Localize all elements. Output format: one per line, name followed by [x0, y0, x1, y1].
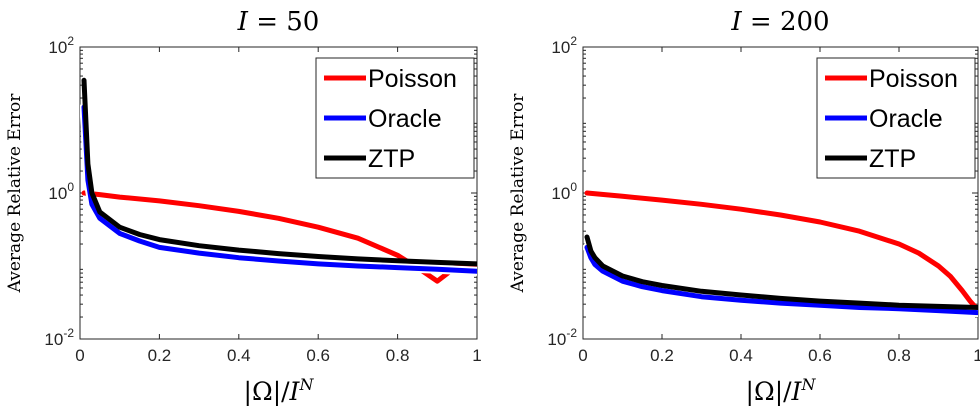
legend-label-poisson: Poisson — [368, 65, 457, 93]
series-line-poisson — [81, 190, 477, 284]
y-tick-label: 100 — [551, 180, 577, 203]
chart-title: I = 200 — [730, 7, 829, 37]
x-tick-label: 1 — [973, 346, 980, 365]
y-tick-label: 10-2 — [547, 326, 577, 349]
legend-label-oracle: Oracle — [368, 105, 442, 133]
legend-label-poisson: Poisson — [869, 65, 958, 93]
y-tick-label: 102 — [48, 34, 74, 57]
x-tick-label: 0.2 — [148, 346, 172, 365]
x-tick-label: 0.4 — [729, 346, 753, 365]
series-group — [80, 77, 477, 284]
legend: Poisson Oracle ZTP — [315, 57, 475, 179]
y-tick-label: 10-2 — [44, 326, 74, 349]
x-tick-label: 0.8 — [386, 346, 410, 365]
x-tick-label: 0 — [578, 346, 587, 365]
x-tick-label: 0.4 — [227, 346, 251, 365]
chart-1: 0 0.2 0.4 0.6 0.8 1 10-2 100 102 Poisson Oracle ZTP… — [5, 7, 482, 407]
chart-title: I = 50 — [237, 7, 320, 37]
x-tick-label: 0.6 — [808, 346, 832, 365]
legend-label-ztp: ZTP — [869, 145, 916, 173]
y-tick-label: 102 — [551, 34, 577, 57]
x-axis-label: |Ω|/IN — [244, 375, 315, 407]
series-line-poisson — [584, 190, 978, 313]
series-line-ztp — [584, 234, 978, 310]
series-line-oracle — [584, 244, 978, 316]
series-line-oracle — [81, 104, 477, 274]
y-axis-label: Average Relative Error — [5, 93, 25, 294]
series-line-ztp — [81, 77, 477, 267]
series-group — [583, 190, 978, 318]
legend-label-oracle: Oracle — [869, 105, 943, 133]
legend-label-ztp: ZTP — [368, 145, 415, 173]
x-tick-label: 0 — [75, 346, 84, 365]
legend: Poisson Oracle ZTP — [816, 57, 976, 179]
x-tick-label: 0.2 — [650, 346, 674, 365]
x-tick-label: 0.8 — [887, 346, 911, 365]
x-tick-label: 0.6 — [306, 346, 330, 365]
x-tick-label: 1 — [472, 346, 481, 365]
y-axis-label: Average Relative Error — [508, 93, 528, 294]
x-axis-label: |Ω|/IN — [746, 375, 817, 407]
y-tick-label: 100 — [48, 180, 74, 203]
chart-2: 0 0.2 0.4 0.6 0.8 1 10-2 100 102 Poisson Oracle ZTP… — [508, 7, 980, 407]
